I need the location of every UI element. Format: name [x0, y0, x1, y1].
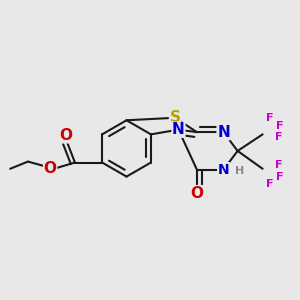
- Text: F: F: [275, 133, 283, 142]
- Text: N: N: [172, 122, 185, 137]
- Text: F: F: [275, 160, 283, 170]
- Text: F: F: [276, 121, 284, 130]
- Text: N: N: [217, 125, 230, 140]
- Text: F: F: [276, 172, 284, 182]
- Text: H: H: [236, 166, 245, 176]
- Text: O: O: [44, 161, 57, 176]
- Text: O: O: [59, 128, 72, 143]
- Text: F: F: [266, 179, 273, 189]
- Text: O: O: [190, 186, 203, 201]
- Text: S: S: [169, 110, 181, 125]
- Text: F: F: [266, 113, 273, 123]
- Text: N: N: [218, 163, 229, 177]
